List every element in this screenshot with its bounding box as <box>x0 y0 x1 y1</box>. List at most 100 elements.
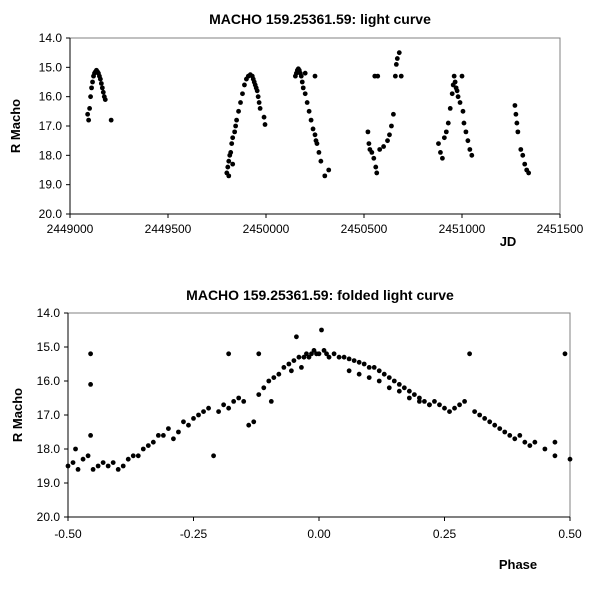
chart1-data-point <box>443 129 449 135</box>
chart2-x-tick-label: 0.25 <box>433 527 457 541</box>
chart1-data-point <box>440 155 445 161</box>
chart1-data-point <box>393 62 399 67</box>
chart1-data-point <box>240 91 245 97</box>
chart2-title: MACHO 159.25361.59: folded light curve <box>186 287 454 303</box>
chart2-x-tick-label: -0.25 <box>180 527 208 541</box>
chart1-data-point <box>522 161 528 167</box>
chart2-data-point <box>166 426 171 431</box>
chart1-data-point <box>381 144 386 149</box>
chart2-data-point <box>422 399 427 404</box>
chart1-data-point <box>377 147 383 152</box>
chart2-data-point <box>366 375 372 380</box>
chart1-data-point <box>389 123 394 129</box>
chart2-data-point <box>361 361 367 367</box>
chart2-data-point <box>487 419 493 425</box>
chart2-data-point <box>447 409 452 414</box>
chart2-data-point <box>135 453 141 459</box>
chart1-data-point <box>262 122 268 127</box>
chart2-data-point <box>542 446 548 452</box>
chart2-data-point <box>341 354 347 360</box>
chart2-data-point <box>567 456 573 462</box>
chart2-data-point <box>256 392 262 397</box>
chart2-data-point <box>246 422 252 428</box>
chart2-data-point <box>457 402 462 408</box>
chart1-data-point <box>238 100 243 105</box>
chart1-data-point <box>316 150 322 155</box>
chart2-data-point <box>236 395 242 401</box>
chart2-data-point <box>406 388 412 394</box>
chart1-x-tick-label: 2451500 <box>537 222 584 236</box>
chart2-data-point <box>517 433 523 438</box>
chart2-data-point <box>206 405 211 411</box>
chart1-data-point <box>526 170 532 176</box>
chart2-data-point <box>356 359 362 365</box>
chart1-data-point <box>86 117 92 123</box>
chart1-data-point <box>85 111 91 117</box>
chart2-data-point <box>532 439 538 445</box>
chart2-data-point <box>331 351 337 357</box>
chart1-data-point <box>230 135 236 141</box>
chart2-data-point <box>346 356 352 362</box>
chart2-data-point <box>160 433 166 438</box>
chart2-data-point <box>75 467 81 472</box>
chart2-data-point <box>221 402 227 408</box>
chart2-data-point <box>120 463 126 469</box>
chart2-data-point <box>65 463 71 469</box>
chart2-data-point <box>100 460 106 465</box>
chart2-data-point <box>171 436 176 442</box>
chart1-data-point <box>398 73 404 79</box>
chart1-x-tick-label: 2451000 <box>439 222 486 236</box>
chart1-data-point <box>369 150 375 155</box>
chart2-y-tick-label: 14.0 <box>37 306 61 320</box>
chart2-data-point <box>73 446 78 452</box>
chart1-data-point <box>230 161 236 167</box>
chart2-ylabel: R Macho <box>10 388 25 442</box>
chart2-data-point <box>319 327 324 333</box>
chart1-data-point <box>387 132 392 138</box>
chart1-data-point <box>298 73 304 79</box>
chart1-data-point <box>254 88 260 94</box>
chart2-data-point <box>452 405 457 411</box>
chart1-data-point <box>255 94 261 100</box>
chart2-y-tick-label: 17.0 <box>37 408 61 422</box>
chart1-data-point <box>312 73 318 79</box>
chart2-y-tick-label: 18.0 <box>37 442 61 456</box>
chart1-data-point <box>465 138 471 144</box>
chart1-data-point <box>236 108 241 114</box>
chart2-data-point <box>437 402 442 408</box>
chart1-data-point <box>455 94 461 100</box>
chart1-y-tick-label: 16.0 <box>39 90 63 104</box>
chart1-data-point <box>300 85 306 91</box>
chart2-data-point <box>115 467 121 472</box>
chart2-data-point <box>381 371 387 377</box>
chart1-data-point <box>97 76 103 82</box>
chart2-data-point <box>417 395 422 401</box>
chart1-data-point <box>373 164 379 170</box>
chart2-data-point <box>527 443 533 448</box>
chart1-data-point <box>326 167 332 173</box>
chart2-data-point <box>88 433 93 438</box>
chart2-data-point <box>181 419 186 425</box>
chart2-data-point <box>201 409 206 414</box>
chart2-data-point <box>316 351 322 357</box>
chart2-data-point <box>288 368 294 374</box>
chart1-data-point <box>229 141 235 147</box>
chart2-data-point <box>346 368 352 374</box>
chart2-data-point <box>306 354 312 360</box>
chart2-data-point <box>299 365 304 370</box>
chart1-data-point <box>302 70 308 76</box>
chart2-data-point <box>294 334 299 340</box>
chart2-y-tick-label: 20.0 <box>37 510 61 524</box>
chart2-data-point <box>366 365 372 370</box>
chart2-data-point <box>391 378 397 384</box>
chart1-data-point <box>318 158 324 164</box>
chart2-data-point <box>376 378 382 384</box>
chart2-data-point <box>311 348 317 353</box>
chart1-data-point <box>392 73 398 79</box>
chart2-data-point <box>286 361 292 367</box>
chart2-plot-area <box>67 312 571 518</box>
chart2-data-point <box>552 453 558 459</box>
chart2-data-point <box>191 416 196 421</box>
chart2-data-point <box>401 385 407 391</box>
chart1-data-point <box>299 79 305 85</box>
